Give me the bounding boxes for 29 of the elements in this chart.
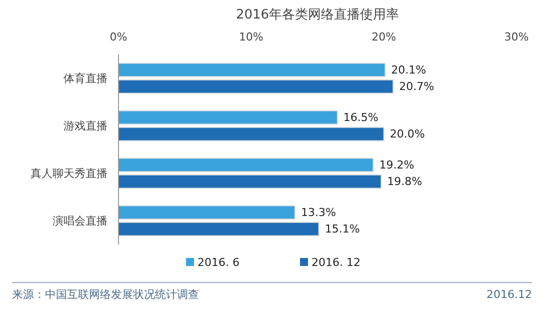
data-label: 20.1% xyxy=(391,63,426,76)
bar xyxy=(118,158,374,172)
legend-label: 2016. 12 xyxy=(310,256,360,269)
bar xyxy=(118,62,386,78)
bar xyxy=(118,205,296,220)
y-tick-label: 真人聊天秀直播 xyxy=(30,166,108,180)
data-label: 20.0% xyxy=(390,128,425,141)
data-label: 16.5% xyxy=(343,110,378,124)
data-label: 15.1% xyxy=(324,222,360,236)
bar xyxy=(118,110,338,125)
y-tick-label: 体育直播 xyxy=(64,72,108,85)
y-tick-label: 演唱会直播 xyxy=(52,214,108,228)
x-tick-label: 20% xyxy=(372,30,396,44)
bar xyxy=(118,79,394,94)
y-tick-label: 游戏直播 xyxy=(64,119,108,132)
x-tick-label: 10% xyxy=(238,30,264,44)
data-label: 20.7% xyxy=(399,80,434,94)
bar xyxy=(118,126,384,142)
data-label: 19.2% xyxy=(379,158,414,172)
legend-label: 2016. 6 xyxy=(196,256,240,269)
data-label: 19.8% xyxy=(387,175,422,188)
bar xyxy=(118,222,320,236)
x-tick-label: 30% xyxy=(504,30,529,44)
chart-title: 2016年各类网络直播使用率 xyxy=(236,6,400,22)
source-note: 来源：中国互联网络发展状况统计调查 xyxy=(12,287,199,303)
data-label: 13.3% xyxy=(300,206,336,219)
bar xyxy=(118,174,382,189)
x-tick-label: 0% xyxy=(110,30,128,44)
text: 2016.12 xyxy=(486,287,532,303)
